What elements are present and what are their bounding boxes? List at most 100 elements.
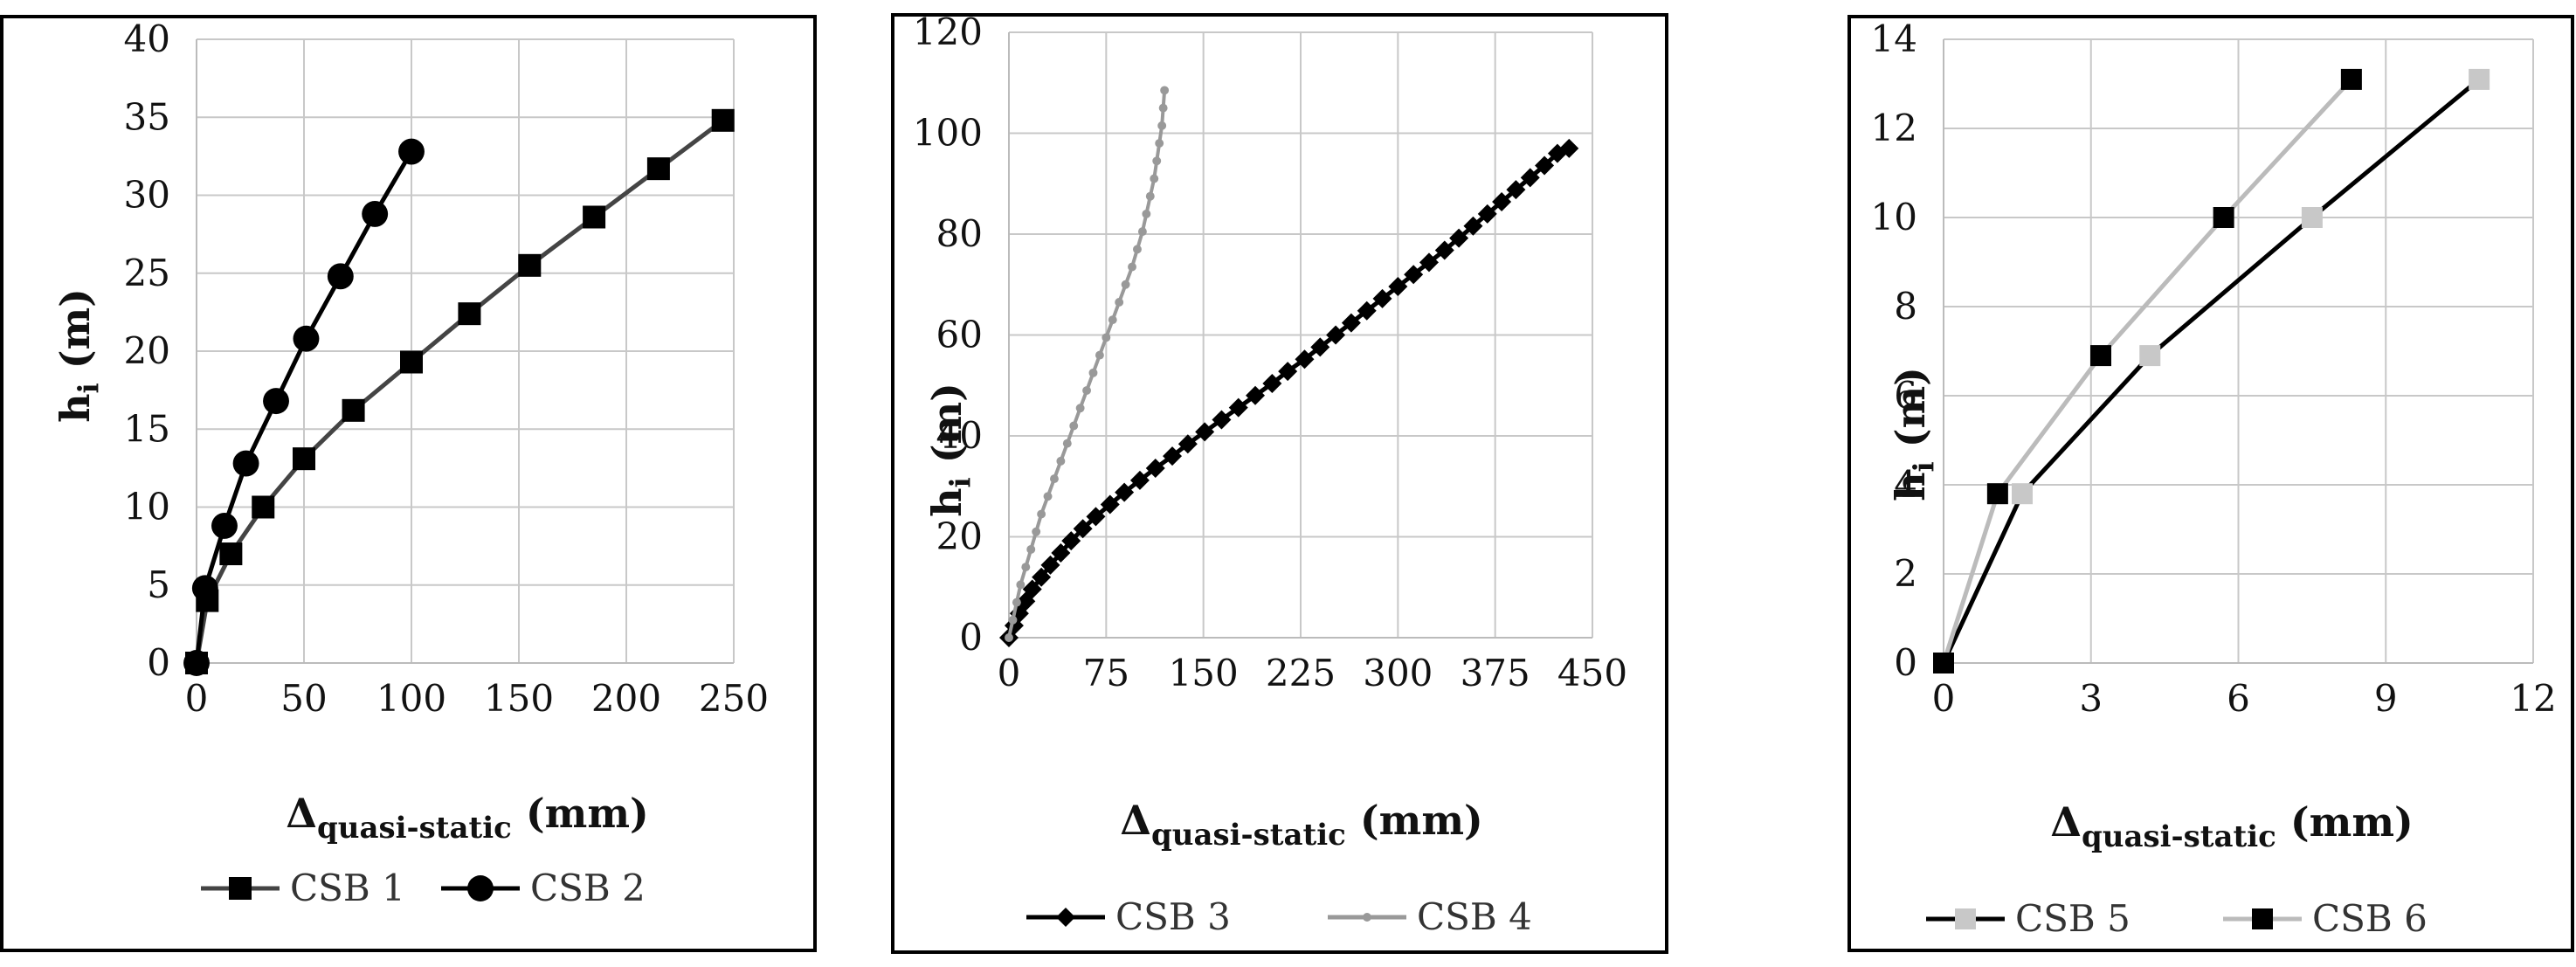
chart-1-y-tick-label-3: 15 bbox=[124, 407, 170, 450]
chart-1-series bbox=[183, 108, 735, 676]
chart-3-y-tick-label-1: 2 bbox=[1894, 552, 1917, 595]
chart-1-legend-label-1: CSB 1 bbox=[290, 867, 405, 909]
chart-2-legend-label-2: CSB 4 bbox=[1417, 895, 1532, 938]
chart-1-legend-marker-1 bbox=[229, 877, 252, 900]
chart-1-series-2-point-1 bbox=[191, 575, 218, 602]
chart-1-legend-marker-2 bbox=[467, 875, 494, 901]
chart-2-series bbox=[999, 86, 1579, 647]
chart-3-y-tick-label-5: 10 bbox=[1871, 196, 1917, 238]
chart-3-legend-marker-2 bbox=[2252, 908, 2273, 929]
chart-2-x-tick-label-4: 300 bbox=[1363, 652, 1433, 694]
chart-1-x-tick-label-0: 0 bbox=[185, 677, 209, 720]
chart-2-series-2-point-12 bbox=[1069, 421, 1079, 431]
chart-1-x-title: Δquasi-static (mm) bbox=[286, 790, 649, 846]
chart-2-series-1-point-14 bbox=[1145, 458, 1165, 478]
chart-1-y-tick-label-2: 10 bbox=[124, 486, 170, 528]
chart-2-y-tick-label-5: 100 bbox=[913, 112, 983, 155]
chart-2-series-1-point-30 bbox=[1404, 265, 1424, 285]
chart-2-series-1-point-31 bbox=[1419, 252, 1439, 273]
chart-2-x-tick-label-3: 225 bbox=[1266, 652, 1336, 694]
chart-2-series-2-point-15 bbox=[1088, 368, 1098, 377]
chart-2-x-title: Δquasi-static (mm) bbox=[1120, 797, 1483, 853]
chart-3-series-2-point-1 bbox=[1986, 483, 2008, 505]
chart-2-series-2-point-1 bbox=[1008, 615, 1018, 625]
chart-3-y-tick-label-6: 12 bbox=[1871, 107, 1917, 149]
chart-2-series-1-point-16 bbox=[1178, 434, 1198, 454]
chart-2-series-1-point-5 bbox=[1032, 567, 1052, 587]
chart-2-y-tick-label-1: 20 bbox=[936, 515, 983, 558]
chart-2-series-2-point-22 bbox=[1133, 245, 1142, 254]
chart-2-series-1-point-33 bbox=[1449, 228, 1469, 248]
chart-1-svg: 0 50 100 150 200 250 0 5 10 15 20 25 30 35 40 hi (m) Δ… bbox=[0, 15, 817, 952]
chart-3-axes bbox=[1943, 39, 2533, 664]
chart-2-series-1-point-21 bbox=[1262, 373, 1282, 393]
chart-3-legend-label-1: CSB 5 bbox=[2015, 897, 2131, 940]
chart-2-series-2-point-30 bbox=[1158, 103, 1168, 113]
chart-1-series-1-point-6 bbox=[400, 350, 423, 374]
chart-2-x-tick-label-0: 0 bbox=[998, 652, 1021, 694]
chart-2-series-1-point-17 bbox=[1195, 422, 1215, 442]
chart-3-series bbox=[1933, 68, 2490, 673]
chart-1-y-tick-label-7: 35 bbox=[124, 95, 170, 138]
chart-3-frame bbox=[1847, 15, 2574, 952]
chart-2-series-2-point-9 bbox=[1050, 474, 1059, 484]
chart-1-series-1-point-7 bbox=[458, 302, 481, 326]
chart-2-series-2-point-2 bbox=[1012, 597, 1021, 607]
chart-2-series-1-point-35 bbox=[1477, 204, 1497, 224]
chart-2-series-2-point-23 bbox=[1137, 227, 1147, 237]
chart-3-y-tick-label-7: 14 bbox=[1871, 17, 1917, 60]
chart-1-series-1-point-9 bbox=[583, 205, 606, 229]
chart-1-series-2-point-3 bbox=[232, 450, 259, 477]
chart-2-axes bbox=[1008, 32, 1592, 639]
chart-2-series-2-point-10 bbox=[1056, 456, 1066, 466]
chart-1-series-1-point-2 bbox=[219, 542, 243, 566]
chart-1-axes bbox=[196, 39, 734, 664]
chart-1-y-tick-label-0: 0 bbox=[147, 641, 170, 684]
chart-2-series-2-point-3 bbox=[1016, 580, 1026, 590]
chart-2-series-2-point-28 bbox=[1155, 139, 1164, 148]
chart-2-series-2-point-14 bbox=[1082, 386, 1092, 395]
chart-2-series-2-point-11 bbox=[1062, 439, 1072, 448]
chart-1-y-title: hi (m) bbox=[52, 288, 105, 423]
chart-3-legend-label-2: CSB 6 bbox=[2312, 897, 2428, 940]
chart-1-frame bbox=[0, 15, 817, 952]
chart-2-series-1-point-38 bbox=[1520, 168, 1540, 188]
chart-2-legend-marker-1 bbox=[1056, 908, 1075, 927]
chart-2-series-1-point-29 bbox=[1388, 277, 1408, 297]
chart-2-series-1-point-4 bbox=[1022, 579, 1042, 599]
chart-1-x-tick-label-3: 150 bbox=[484, 677, 554, 720]
chart-3-svg: 0 3 6 9 12 0 2 4 6 8 10 12 14 hi (m) Δquasi-static (… bbox=[1847, 15, 2574, 952]
chart-2-series-2-point-16 bbox=[1095, 350, 1104, 360]
chart-2-series-1-point-13 bbox=[1129, 470, 1150, 490]
chart-2-series-2-point-21 bbox=[1128, 262, 1136, 272]
chart-2-series-1-point-18 bbox=[1212, 410, 1232, 430]
chart-2-series-2-point-17 bbox=[1102, 333, 1111, 342]
chart-3-ticks: 0 3 6 9 12 0 2 4 6 8 10 12 14 bbox=[1871, 17, 2557, 720]
chart-2-x-tick-label-2: 150 bbox=[1169, 652, 1239, 694]
chart-2-series-2-point-31 bbox=[1160, 86, 1170, 95]
chart-2-series-1-point-28 bbox=[1372, 288, 1392, 308]
chart-2-series-2-point-0 bbox=[1005, 633, 1013, 642]
chart-1-ticks: 0 50 100 150 200 250 0 5 10 15 20 25 30 35 40 bbox=[124, 17, 770, 720]
chart-2-series-2-point-18 bbox=[1108, 315, 1117, 325]
chart-2-series-1-point-27 bbox=[1357, 300, 1377, 321]
chart-1-x-tick-label-2: 100 bbox=[376, 677, 446, 720]
chart-2-series-1-point-41 bbox=[1559, 138, 1579, 158]
chart-2-series-2-point-4 bbox=[1021, 563, 1031, 572]
chart-3-series-2-point-0 bbox=[1933, 653, 1954, 673]
chart-2-series-1-point-24 bbox=[1310, 337, 1330, 357]
chart-2-svg: 0 75 150 225 300 375 450 0 20 40 60 80 100 120 hi (m)… bbox=[891, 10, 1668, 954]
chart-2-series-1-point-9 bbox=[1073, 519, 1093, 539]
chart-2-series-2-point-7 bbox=[1037, 509, 1046, 519]
chart-2-series-2-point-24 bbox=[1142, 209, 1151, 218]
chart-panel-3: 0 3 6 9 12 0 2 4 6 8 10 12 14 hi (m) Δquasi-static (… bbox=[1847, 15, 2576, 952]
chart-3-series-1-point-3 bbox=[2301, 207, 2323, 228]
chart-2-series-2-point-20 bbox=[1121, 280, 1130, 289]
chart-2-legend-label-1: CSB 3 bbox=[1115, 895, 1231, 938]
chart-2-series-1-point-23 bbox=[1295, 349, 1315, 370]
chart-1-x-tick-label-1: 50 bbox=[280, 677, 327, 720]
chart-3-x-tick-label-3: 9 bbox=[2374, 677, 2398, 720]
chart-3-y-tick-label-4: 8 bbox=[1894, 285, 1917, 328]
chart-3-x-tick-label-0: 0 bbox=[1932, 677, 1956, 720]
chart-2-series-1-point-20 bbox=[1246, 385, 1266, 405]
